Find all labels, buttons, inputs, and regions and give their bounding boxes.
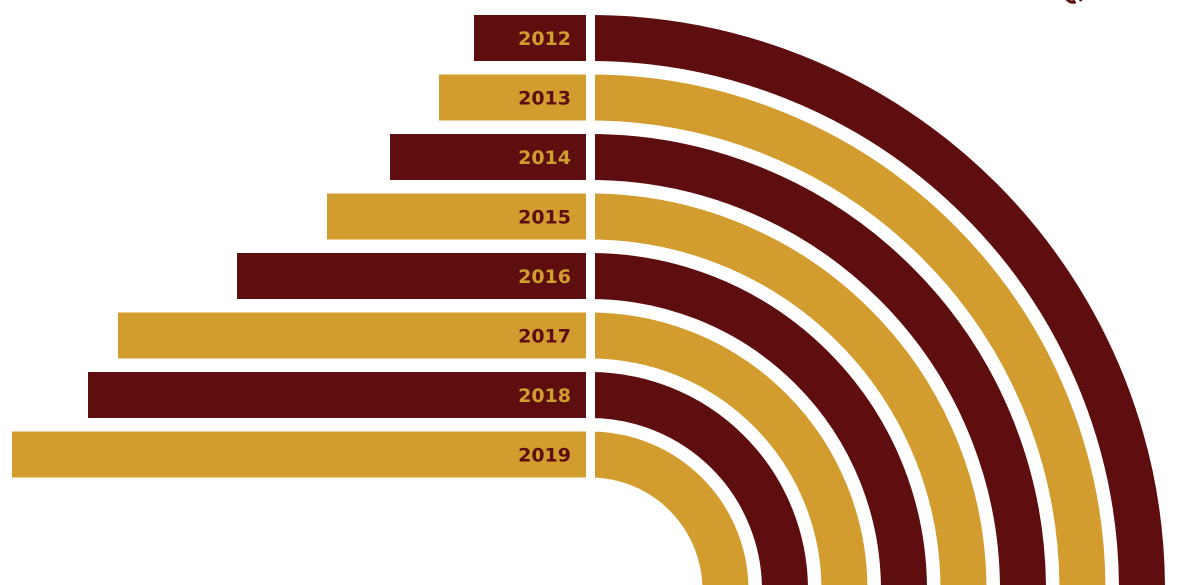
bar-label-2016: 2016 (518, 266, 571, 288)
bar-2018 (88, 372, 586, 418)
bar-2013 (439, 74, 586, 121)
bar-2014 (390, 134, 586, 180)
arc-2012 (589, 15, 1165, 585)
arc-2013 (589, 74, 1106, 585)
bar-series: 2012 2013 2014 2015 2016 2017 2018 2019 (12, 0, 595, 500)
bar-label-2014: 2014 (518, 147, 571, 169)
bar-2016 (237, 253, 586, 299)
bar-2012 (474, 15, 586, 61)
arc-2014 (589, 134, 1046, 585)
bar-label-2019: 2019 (518, 445, 571, 467)
arc-2016 (589, 253, 927, 585)
arc-2017 (589, 312, 868, 585)
arc-2018 (589, 372, 808, 585)
bar-2015 (327, 193, 586, 240)
bar-label-2015: 2015 (518, 207, 571, 229)
bar-2019 (12, 431, 586, 478)
bar-label-2013: 2013 (518, 88, 571, 110)
bar-label-2017: 2017 (518, 326, 571, 348)
bar-label-2018: 2018 (518, 385, 571, 407)
center-divider (586, 0, 595, 500)
bar-label-2012: 2012 (518, 28, 571, 50)
arc-2019 (589, 431, 749, 585)
arc-series (589, 15, 1165, 585)
chart-title: Yearly Total Revenue (599, 0, 1110, 16)
bar-2017 (118, 312, 586, 359)
arc-2015 (589, 193, 987, 585)
chart-title-path: Yearly Total Revenue (599, 0, 1109, 16)
